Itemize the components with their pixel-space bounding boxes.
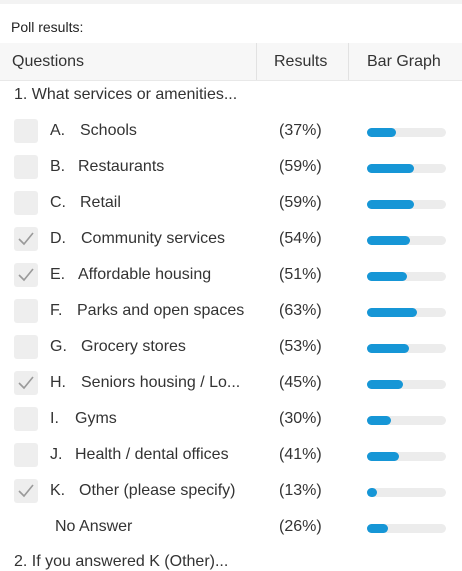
option-checkbox[interactable] [14, 407, 38, 431]
option-row: K. Other (please specify) (13%) [0, 474, 462, 510]
option-percent: (13%) [279, 482, 322, 499]
question-2-text: 2. If you answered K (Other)... [14, 553, 229, 570]
result-bar-fill [367, 308, 417, 317]
option-letter: F. [50, 302, 63, 319]
top-border [0, 0, 462, 4]
option-label: Gyms [75, 410, 117, 427]
option-label: Parks and open spaces [77, 302, 245, 319]
result-bar-track [367, 164, 446, 173]
result-bar-fill [367, 452, 400, 461]
option-checkbox[interactable] [14, 227, 38, 251]
option-row: B. Restaurants (59%) [0, 150, 462, 186]
option-checkbox[interactable] [14, 479, 38, 503]
results-column-header: Results [274, 53, 328, 70]
questions-column-header: Questions [12, 53, 85, 70]
check-icon [18, 376, 34, 390]
result-bar-fill [367, 416, 391, 425]
option-percent: (63%) [279, 302, 322, 319]
result-bar-track [367, 308, 446, 317]
result-bar-fill [367, 236, 410, 245]
result-bar-track [367, 200, 446, 209]
results-table-header: Questions Results Bar Graph [0, 43, 462, 81]
option-checkbox[interactable] [14, 263, 38, 287]
option-checkbox[interactable] [14, 371, 38, 395]
option-label: Retail [80, 194, 121, 211]
result-bar-track [367, 344, 446, 353]
no-answer-label: No Answer [55, 518, 133, 535]
result-bar-track [367, 128, 446, 137]
option-percent: (45%) [279, 374, 322, 391]
option-checkbox[interactable] [14, 443, 38, 467]
option-row: E. Affordable housing (51%) [0, 258, 462, 294]
check-icon [18, 484, 34, 498]
option-letter: B. [50, 158, 66, 175]
option-row: C. Retail (59%) [0, 186, 462, 222]
option-letter: K. [50, 482, 66, 499]
option-label: Grocery stores [81, 338, 186, 355]
option-letter: G. [50, 338, 67, 355]
result-bar-fill [367, 488, 378, 497]
option-checkbox[interactable] [14, 299, 38, 323]
option-letter: C. [50, 194, 66, 211]
column-divider [256, 43, 257, 80]
option-label: Other (please specify) [79, 482, 236, 499]
option-checkbox[interactable] [14, 191, 38, 215]
option-row: D. Community services (54%) [0, 222, 462, 258]
option-percent: (59%) [279, 158, 322, 175]
option-percent: (54%) [279, 230, 322, 247]
option-label: Health / dental offices [75, 446, 229, 463]
result-bar-fill [367, 380, 403, 389]
result-bar-track [367, 452, 446, 461]
option-percent: (53%) [279, 338, 322, 355]
check-icon [18, 232, 34, 246]
option-percent: (37%) [279, 122, 322, 139]
option-label: Restaurants [78, 158, 165, 175]
result-bar-track [367, 416, 446, 425]
result-bar-track [367, 524, 446, 533]
option-row: F. Parks and open spaces (63%) [0, 294, 462, 330]
result-bar-fill [367, 344, 409, 353]
option-letter: H. [50, 374, 66, 391]
result-bar-fill [367, 164, 414, 173]
option-row: G. Grocery stores (53%) [0, 330, 462, 366]
option-label: Schools [80, 122, 137, 139]
option-letter: I. [50, 410, 59, 427]
check-icon [18, 268, 34, 282]
no-answer-row: No Answer (26%) [0, 510, 462, 546]
option-checkbox[interactable] [14, 155, 38, 179]
option-row: A. Schools (37%) [0, 114, 462, 150]
option-letter: E. [50, 266, 66, 283]
option-row: H. Seniors housing / Lo... (45%) [0, 366, 462, 402]
option-row: J. Health / dental offices (41%) [0, 438, 462, 474]
result-bar-fill [367, 200, 414, 209]
option-label: Seniors housing / Lo... [81, 374, 241, 391]
poll-title: Poll results: [11, 19, 84, 35]
column-divider [348, 43, 349, 80]
option-label: Community services [81, 230, 226, 247]
question-1-text: 1. What services or amenities... [14, 86, 238, 103]
result-bar-track [367, 380, 446, 389]
option-letter: D. [50, 230, 66, 247]
result-bar-track [367, 488, 446, 497]
result-bar-fill [367, 272, 408, 281]
bar-graph-column-header: Bar Graph [367, 53, 441, 70]
option-checkbox[interactable] [14, 335, 38, 359]
option-percent: (59%) [279, 194, 322, 211]
result-bar-track [367, 272, 446, 281]
no-answer-percent: (26%) [279, 518, 322, 535]
option-label: Affordable housing [78, 266, 212, 283]
option-percent: (51%) [279, 266, 322, 283]
option-letter: A. [50, 122, 66, 139]
option-checkbox[interactable] [14, 119, 38, 143]
result-bar-track [367, 236, 446, 245]
option-percent: (41%) [279, 446, 322, 463]
result-bar-fill [367, 128, 397, 137]
result-bar-fill [367, 524, 388, 533]
option-letter: J. [50, 446, 63, 463]
option-percent: (30%) [279, 410, 322, 427]
option-row: I. Gyms (30%) [0, 402, 462, 438]
